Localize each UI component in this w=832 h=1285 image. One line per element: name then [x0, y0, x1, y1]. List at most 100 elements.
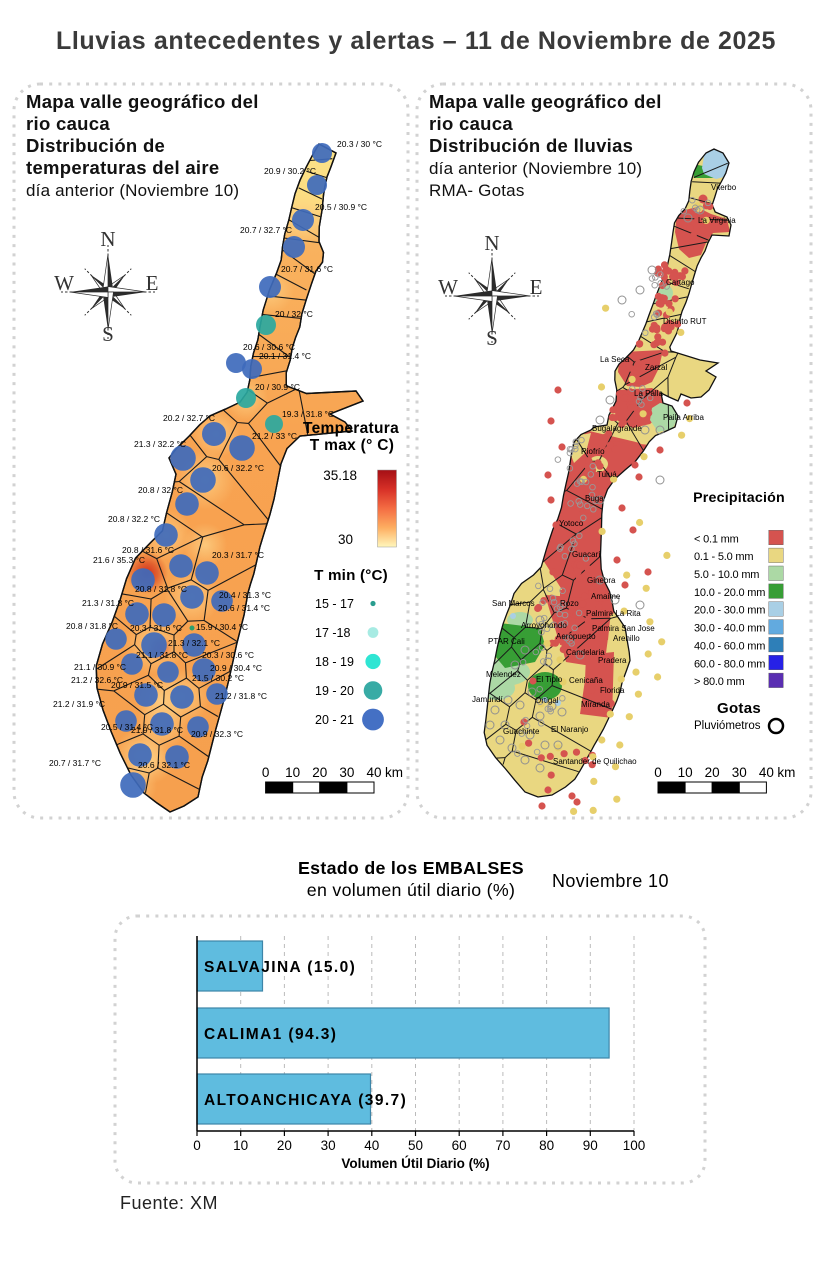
svg-text:10: 10 — [285, 765, 300, 780]
svg-text:21.2 / 33 °C: 21.2 / 33 °C — [252, 431, 297, 441]
svg-text:T min (°C): T min (°C) — [314, 567, 388, 584]
svg-text:Aeropuerto: Aeropuerto — [556, 632, 596, 641]
svg-text:Ginebra: Ginebra — [587, 576, 616, 585]
svg-text:20.5 / 30.9 °C: 20.5 / 30.9 °C — [315, 202, 367, 212]
svg-text:ALTOANCHICAYA (39.7): ALTOANCHICAYA (39.7) — [204, 1092, 407, 1109]
svg-text:17 -18: 17 -18 — [315, 626, 350, 640]
svg-text:Bugalagrande: Bugalagrande — [592, 424, 642, 433]
svg-text:60: 60 — [452, 1138, 467, 1153]
svg-text:0: 0 — [193, 1138, 201, 1153]
svg-text:Arroyohondo: Arroyohondo — [521, 621, 567, 630]
svg-text:en volumen útil diario (%): en volumen útil diario (%) — [307, 880, 515, 900]
svg-text:70: 70 — [495, 1138, 510, 1153]
svg-text:20.8 / 31.8 °C: 20.8 / 31.8 °C — [66, 621, 118, 631]
svg-text:E: E — [146, 271, 159, 295]
svg-text:10: 10 — [678, 765, 693, 780]
svg-text:21.2 / 31.8 °C: 21.2 / 31.8 °C — [215, 691, 267, 701]
svg-text:San Marcos: San Marcos — [492, 599, 535, 608]
svg-text:Pradera: Pradera — [598, 656, 627, 665]
svg-text:21.2 / 31.9 °C: 21.2 / 31.9 °C — [53, 699, 105, 709]
svg-text:5.0 - 10.0 mm: 5.0 - 10.0 mm — [694, 569, 759, 581]
svg-text:Mapa valle geográfico del: Mapa valle geográfico del — [26, 91, 259, 112]
svg-text:20 / 30.9 °C: 20 / 30.9 °C — [255, 382, 300, 392]
svg-text:RMA- Gotas: RMA- Gotas — [429, 181, 525, 200]
svg-text:Volumen Útil Diario (%): Volumen Útil Diario (%) — [341, 1156, 489, 1171]
svg-text:19 - 20: 19 - 20 — [315, 684, 354, 698]
svg-text:20: 20 — [312, 765, 327, 780]
svg-text:40.0 - 60.0 mm: 40.0 - 60.0 mm — [694, 640, 765, 652]
svg-text:50: 50 — [408, 1138, 423, 1153]
svg-text:21.3 / 32.1 °C: 21.3 / 32.1 °C — [168, 638, 220, 648]
svg-text:10: 10 — [233, 1138, 248, 1153]
svg-text:Cartago: Cartago — [666, 278, 695, 287]
svg-text:SALVAJINA (15.0): SALVAJINA (15.0) — [204, 959, 356, 976]
svg-text:Distribución de lluvias: Distribución de lluvias — [429, 135, 633, 156]
svg-text:Precipitación: Precipitación — [693, 490, 785, 506]
svg-text:La Virginia: La Virginia — [698, 216, 736, 225]
svg-text:20.8 / 31.6 °C: 20.8 / 31.6 °C — [122, 545, 174, 555]
svg-text:Mapa valle geográfico del: Mapa valle geográfico del — [429, 91, 662, 112]
svg-text:20.8 / 32.2 °C: 20.8 / 32.2 °C — [108, 514, 160, 524]
svg-text:Melendez: Melendez — [486, 670, 521, 679]
svg-text:21.3 / 31.8 °C: 21.3 / 31.8 °C — [82, 598, 134, 608]
svg-text:20.3 / 31.7 °C: 20.3 / 31.7 °C — [212, 550, 264, 560]
svg-text:Zarzal: Zarzal — [645, 363, 667, 372]
svg-text:Paila Arriba: Paila Arriba — [663, 413, 704, 422]
svg-text:30: 30 — [338, 532, 353, 547]
svg-text:rio cauca: rio cauca — [26, 113, 110, 134]
svg-text:N: N — [100, 227, 115, 251]
svg-text:CALIMA1 (94.3): CALIMA1 (94.3) — [204, 1026, 337, 1043]
svg-text:20.6 / 31.4 °C: 20.6 / 31.4 °C — [218, 603, 270, 613]
svg-text:20.6 / 32.2 °C: 20.6 / 32.2 °C — [212, 463, 264, 473]
svg-text:W: W — [438, 275, 458, 299]
svg-text:20.8 / 31.8 °C: 20.8 / 31.8 °C — [135, 584, 187, 594]
svg-text:día anterior (Noviembre 10): día anterior (Noviembre 10) — [429, 159, 642, 178]
svg-text:Arenillo: Arenillo — [613, 634, 640, 643]
svg-text:N: N — [484, 231, 499, 255]
svg-text:día anterior (Noviembre 10): día anterior (Noviembre 10) — [26, 181, 239, 200]
svg-text:20.9 / 32.3 °C: 20.9 / 32.3 °C — [191, 729, 243, 739]
svg-text:Yotoco: Yotoco — [559, 519, 584, 528]
svg-text:Fuente: XM: Fuente: XM — [120, 1193, 218, 1213]
svg-text:temperaturas del aire: temperaturas del aire — [26, 157, 219, 178]
svg-text:S: S — [486, 326, 498, 350]
svg-text:35.18: 35.18 — [323, 468, 357, 483]
svg-text:20: 20 — [705, 765, 720, 780]
svg-text:Miranda: Miranda — [581, 700, 610, 709]
svg-text:Palmira La Rita: Palmira La Rita — [586, 609, 641, 618]
svg-text:20.6 / 32.1 °C: 20.6 / 32.1 °C — [138, 760, 190, 770]
svg-text:Noviembre 10: Noviembre 10 — [552, 871, 669, 891]
svg-text:20.7 / 32.7 °C: 20.7 / 32.7 °C — [240, 225, 292, 235]
svg-text:19.3 / 31.8 °C: 19.3 / 31.8 °C — [282, 409, 334, 419]
svg-text:S: S — [102, 322, 114, 346]
svg-text:Rozo: Rozo — [560, 599, 579, 608]
svg-text:20.8 / 32 °C: 20.8 / 32 °C — [138, 485, 183, 495]
svg-text:Santander de Quilichao: Santander de Quilichao — [553, 757, 637, 766]
svg-text:Guachinte: Guachinte — [503, 727, 540, 736]
svg-text:30: 30 — [732, 765, 747, 780]
svg-text:15.9 / 30.4 °C: 15.9 / 30.4 °C — [196, 622, 248, 632]
svg-text:W: W — [54, 271, 74, 295]
svg-text:E: E — [530, 275, 543, 299]
svg-text:21.5 / 30.2 °C: 21.5 / 30.2 °C — [192, 673, 244, 683]
svg-text:Viterbo: Viterbo — [711, 183, 737, 192]
svg-text:10.0 - 20.0 mm: 10.0 - 20.0 mm — [694, 587, 765, 599]
svg-text:21.1 / 31.8 °C: 21.1 / 31.8 °C — [136, 650, 188, 660]
svg-text:Riofrío: Riofrío — [581, 447, 605, 456]
svg-text:Lluvias antecedentes y alertas: Lluvias antecedentes y alertas – 11 de N… — [56, 27, 776, 55]
svg-text:30.0 - 40.0 mm: 30.0 - 40.0 mm — [694, 623, 765, 635]
svg-text:20 - 21: 20 - 21 — [315, 713, 354, 727]
svg-text:20.9 / 30.4 °C: 20.9 / 30.4 °C — [210, 663, 262, 673]
svg-text:Guacarí: Guacarí — [572, 550, 601, 559]
svg-text:Gotas: Gotas — [717, 700, 761, 717]
svg-text:Ortigal: Ortigal — [535, 696, 559, 705]
svg-text:Buga: Buga — [585, 494, 604, 503]
svg-text:km: km — [385, 765, 403, 780]
svg-text:PTAR Cali: PTAR Cali — [488, 637, 525, 646]
svg-text:Tuluá: Tuluá — [597, 470, 617, 479]
svg-text:0: 0 — [654, 765, 662, 780]
svg-text:60.0 - 80.0 mm: 60.0 - 80.0 mm — [694, 658, 765, 670]
svg-text:100: 100 — [623, 1138, 646, 1153]
svg-text:20: 20 — [277, 1138, 292, 1153]
svg-text:Palmira San Jose: Palmira San Jose — [592, 624, 655, 633]
